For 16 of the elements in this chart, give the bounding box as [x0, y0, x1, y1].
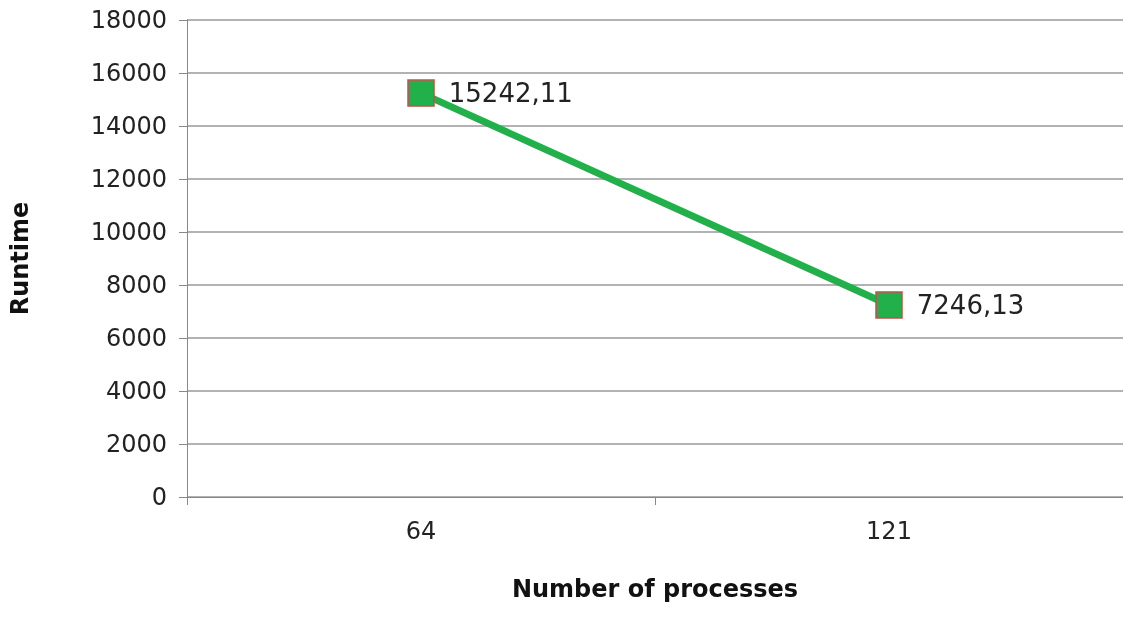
data-label: 15242,11 — [448, 78, 573, 109]
y-tick-label: 16000 — [90, 59, 167, 87]
x-tick-label: 121 — [866, 517, 912, 545]
y-tick-label: 4000 — [105, 377, 167, 405]
y-tick-label: 2000 — [105, 430, 167, 458]
y-tick-label: 12000 — [90, 165, 167, 193]
y-tick-label: 0 — [151, 483, 167, 511]
y-tick-label: 10000 — [90, 218, 167, 246]
y-tick-label: 14000 — [90, 112, 167, 140]
y-tick-label: 8000 — [105, 271, 167, 299]
x-axis-title: Number of processes — [511, 575, 799, 603]
y-axis-title: Runtime — [6, 201, 34, 316]
y-tick-label: 18000 — [90, 6, 167, 34]
x-tick-label: 64 — [405, 517, 437, 545]
data-label: 7246,13 — [916, 289, 1025, 320]
y-tick-label: 6000 — [105, 324, 167, 352]
